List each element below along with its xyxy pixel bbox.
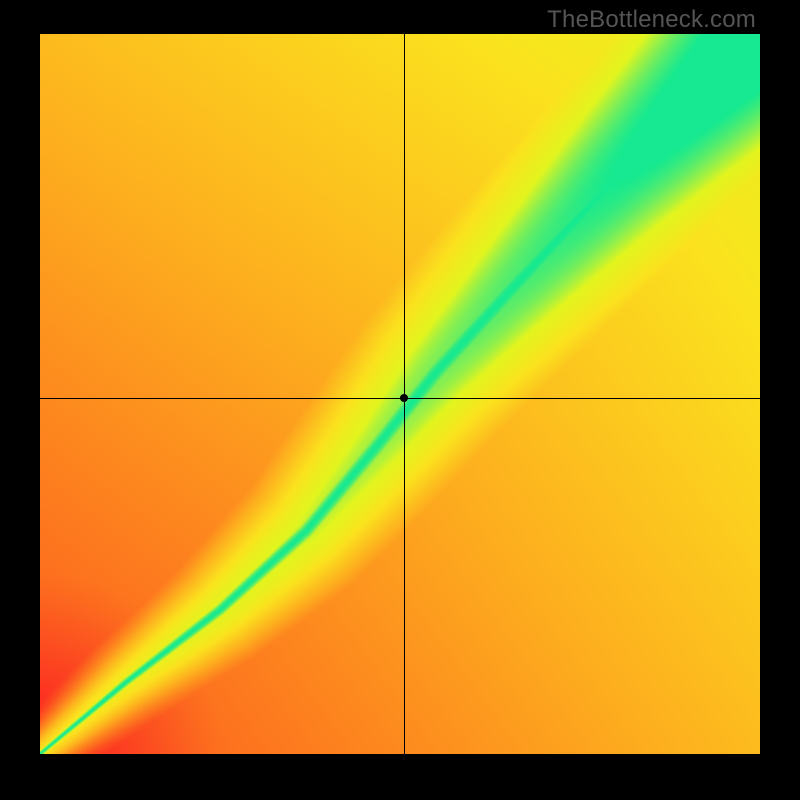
watermark-text: TheBottleneck.com (547, 6, 756, 34)
crosshair-marker (400, 394, 408, 402)
chart-container: TheBottleneck.com (0, 0, 800, 800)
heatmap-plot (40, 34, 760, 754)
